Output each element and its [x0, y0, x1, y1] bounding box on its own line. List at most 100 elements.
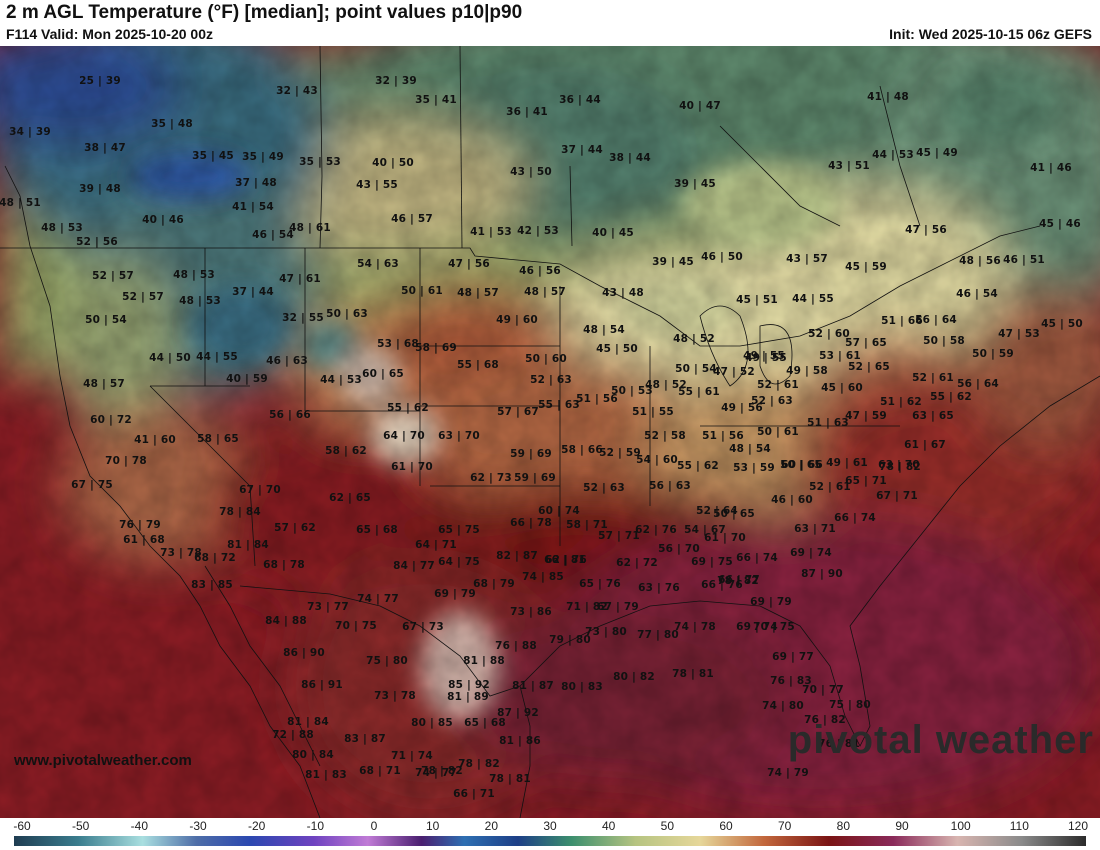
point-value-label: 37 | 44 — [561, 144, 603, 156]
site-url: www.pivotalweather.com — [14, 752, 192, 769]
point-value-label: 46 | 51 — [1003, 254, 1045, 266]
point-value-label: 77 | 80 — [637, 629, 679, 641]
point-value-label: 81 | 84 — [287, 716, 329, 728]
point-value-label: 46 | 60 — [771, 494, 813, 506]
point-value-label: 73 | 77 — [307, 601, 349, 613]
point-value-label: 81 | 88 — [463, 655, 505, 667]
point-value-label: 78 | 81 — [489, 773, 531, 785]
point-value-label: 35 | 41 — [415, 94, 457, 106]
point-value-label: 51 | 56 — [702, 430, 744, 442]
point-value-label: 66 | 76 — [701, 579, 743, 591]
point-value-label: 63 | 71 — [794, 523, 836, 535]
point-value-label: 81 | 87 — [512, 680, 554, 692]
map-title: 2 m AGL Temperature (°F) [median]; point… — [6, 2, 523, 23]
point-value-label: 40 | 45 — [592, 227, 634, 239]
point-value-label: 74 | 79 — [767, 767, 809, 779]
point-value-label: 81 | 84 — [227, 539, 269, 551]
point-value-label: 60 | 66 — [781, 459, 823, 471]
point-value-label: 48 | 61 — [289, 222, 331, 234]
point-value-label: 82 | 87 — [496, 550, 538, 562]
point-value-label: 76 | 81 — [818, 738, 860, 750]
point-value-label: 68 | 72 — [194, 552, 236, 564]
point-value-label: 52 | 61 — [912, 372, 954, 384]
colorbar-tick: 120 — [1067, 819, 1089, 833]
point-value-label: 47 | 59 — [845, 410, 887, 422]
point-value-label: 53 | 59 — [733, 462, 775, 474]
point-value-label: 47 | 53 — [998, 328, 1040, 340]
point-value-label: 50 | 61 — [401, 285, 443, 297]
point-value-label: 57 | 65 — [845, 337, 887, 349]
point-value-label: 70 | 75 — [335, 620, 377, 632]
point-value-label: 76 | 88 — [495, 640, 537, 652]
point-value-label: 52 | 57 — [92, 270, 134, 282]
point-value-label: 44 | 53 — [872, 149, 914, 161]
point-value-label: 43 | 50 — [510, 166, 552, 178]
point-value-label: 43 | 55 — [356, 179, 398, 191]
colorbar-tick: -30 — [189, 819, 207, 833]
point-value-label: 55 | 62 — [930, 391, 972, 403]
point-value-label: 44 | 50 — [149, 352, 191, 364]
point-value-label: 66 | 71 — [453, 788, 495, 800]
point-value-label: 81 | 89 — [447, 691, 489, 703]
point-value-label: 38 | 47 — [84, 142, 126, 154]
point-value-label: 52 | 64 — [696, 505, 738, 517]
point-value-label: 48 | 57 — [457, 287, 499, 299]
point-value-label: 61 | 68 — [123, 534, 165, 546]
point-value-label: 56 | 63 — [649, 480, 691, 492]
point-value-label: 40 | 47 — [679, 100, 721, 112]
point-value-label: 39 | 48 — [79, 183, 121, 195]
point-value-label: 50 | 54 — [85, 314, 127, 326]
point-value-label: 47 | 52 — [713, 366, 755, 378]
point-value-label: 67 | 79 — [597, 601, 639, 613]
point-value-label: 78 | 82 — [458, 758, 500, 770]
point-value-label: 35 | 53 — [299, 156, 341, 168]
point-value-label: 51 | 55 — [632, 406, 674, 418]
point-value-label: 83 | 85 — [191, 579, 233, 591]
point-value-label: 61 | 70 — [704, 532, 746, 544]
point-value-label: 59 | 69 — [510, 448, 552, 460]
point-value-label: 60 | 74 — [538, 505, 580, 517]
colorbar-tick: 30 — [543, 819, 557, 833]
colorbar-tick: -10 — [306, 819, 324, 833]
point-value-label: 54 | 63 — [357, 258, 399, 270]
point-value-label: 40 | 46 — [142, 214, 184, 226]
point-value-label: 69 | 77 — [772, 651, 814, 663]
temperature-map[interactable]: 25 | 39 32 | 43 32 | 39 35 | 41 36 | 41 36 | … — [0, 46, 1100, 818]
point-value-label: 68 | 71 — [359, 765, 401, 777]
point-value-label: 50 | 53 — [611, 385, 653, 397]
point-value-label: 50 | 60 — [525, 353, 567, 365]
point-value-label: 76 | 83 — [770, 675, 812, 687]
point-value-label: 74 | 80 — [762, 700, 804, 712]
point-value-label: 45 | 49 — [916, 147, 958, 159]
point-value-label: 49 | 60 — [496, 314, 538, 326]
point-value-label: 58 | 62 — [325, 445, 367, 457]
point-values-layer: 25 | 39 32 | 43 32 | 39 35 | 41 36 | 41 36 | … — [0, 46, 1100, 818]
point-value-label: 69 | 79 — [434, 588, 476, 600]
point-value-label: 48 | 54 — [729, 443, 771, 455]
point-value-label: 73 | 78 — [374, 690, 416, 702]
point-value-label: 86 | 90 — [283, 647, 325, 659]
point-value-label: 71 | 82 — [566, 601, 608, 613]
point-value-label: 66 | 81 — [544, 554, 586, 566]
point-value-label: 37 | 48 — [235, 177, 277, 189]
point-value-label: 47 | 56 — [448, 258, 490, 270]
point-value-label: 25 | 39 — [79, 75, 121, 87]
point-value-label: 53 | 68 — [377, 338, 419, 350]
point-value-label: 67 | 73 — [402, 621, 444, 633]
point-value-label: 61 | 70 — [391, 461, 433, 473]
point-value-label: 84 | 77 — [393, 560, 435, 572]
point-value-label: 50 | 65 — [780, 459, 822, 471]
point-value-label: 58 | 71 — [566, 519, 608, 531]
point-value-label: 49 | 55 — [743, 350, 785, 362]
point-value-label: 48 | 53 — [41, 222, 83, 234]
point-value-label: 80 | 84 — [292, 749, 334, 761]
point-value-label: 67 | 75 — [71, 479, 113, 491]
point-value-label: 36 | 41 — [506, 106, 548, 118]
point-value-label: 64 | 71 — [415, 539, 457, 551]
point-value-label: 73 | 86 — [510, 606, 552, 618]
point-value-label: 51 | 63 — [807, 417, 849, 429]
colorbar: -60 -50 -40 -30 -20 -10 0 10 20 30 40 50 60 70 80 90 100… — [0, 818, 1100, 850]
point-value-label: 73 | 80 — [585, 626, 627, 638]
point-value-label: 49 | 56 — [721, 402, 763, 414]
point-value-label: 52 | 65 — [848, 361, 890, 373]
